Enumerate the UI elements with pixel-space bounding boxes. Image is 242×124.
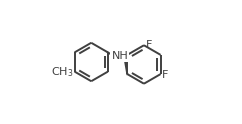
Text: CH$_3$: CH$_3$ xyxy=(51,65,73,78)
Text: F: F xyxy=(162,70,169,80)
Text: NH: NH xyxy=(111,51,128,61)
Text: F: F xyxy=(145,40,152,50)
